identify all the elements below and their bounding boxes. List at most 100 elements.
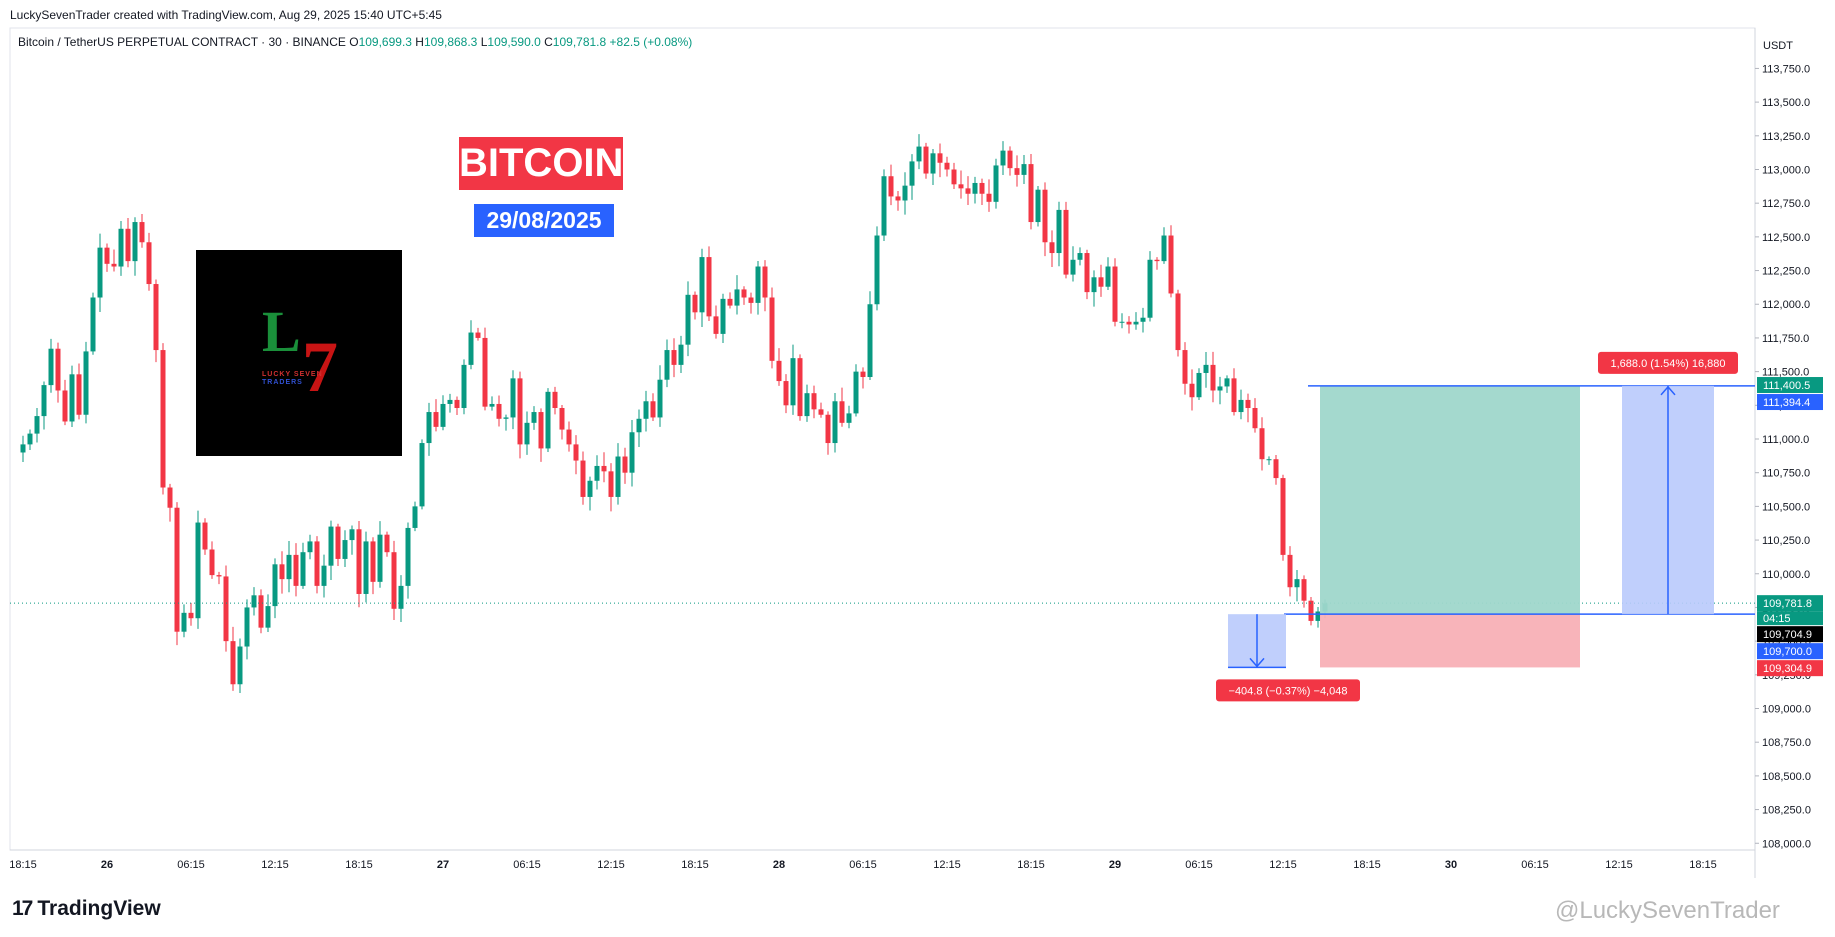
time-tick-label: 18:15 <box>1689 859 1717 871</box>
candle-body <box>1245 399 1251 409</box>
time-tick-label: 28 <box>773 859 785 871</box>
candle-body <box>1077 253 1083 260</box>
candle-body <box>1168 235 1174 294</box>
price-tick-label: 110,500.0 <box>1762 501 1810 513</box>
close-label: C <box>544 35 553 49</box>
price-tick-label: 108,750.0 <box>1762 737 1811 749</box>
price-label: 109,704.9 <box>1763 629 1812 641</box>
candle-body <box>517 378 523 445</box>
high-label: H <box>415 35 424 49</box>
candle-body <box>769 297 775 361</box>
time-tick-label: 18:15 <box>345 859 373 871</box>
candle-body <box>1126 321 1132 325</box>
candle-body <box>139 222 145 243</box>
candle-body <box>888 176 894 197</box>
candle-body <box>790 358 796 406</box>
candle-body <box>748 297 754 303</box>
candle-body <box>265 606 271 628</box>
candle-body <box>930 153 936 174</box>
time-tick-label: 18:15 <box>1017 859 1045 871</box>
candle-body <box>391 552 397 609</box>
candle-body <box>608 471 614 497</box>
candle-body <box>1161 235 1167 262</box>
open-value: 109,699.3 <box>358 35 412 49</box>
candle-body <box>1154 259 1160 262</box>
candle-body <box>279 564 285 580</box>
candle-body <box>923 146 929 174</box>
candle-body <box>510 378 516 418</box>
price-tick-label: 112,500.0 <box>1762 232 1810 244</box>
candle-body <box>1147 259 1153 318</box>
candle-body <box>993 165 999 202</box>
candle-body <box>580 460 586 497</box>
candle-body <box>1056 209 1062 254</box>
candle-body <box>104 247 110 264</box>
tradingview-mark-icon: 17 <box>12 897 33 920</box>
time-tick-label: 29 <box>1109 859 1121 871</box>
candle-body <box>132 222 138 262</box>
candle-body <box>55 348 61 391</box>
candle-body <box>972 182 978 194</box>
candle-body <box>951 169 957 185</box>
long-position-loss-zone <box>1320 614 1580 668</box>
price-tick-label: 113,750.0 <box>1762 63 1810 75</box>
price-tick-label: 113,000.0 <box>1762 164 1810 176</box>
low-label: L <box>480 35 488 49</box>
candle-body <box>454 399 460 409</box>
price-label: 111,394.4 <box>1763 397 1810 409</box>
candle-body <box>20 444 26 453</box>
candle-body <box>1084 253 1090 293</box>
candle-body <box>146 242 152 285</box>
candle-body <box>685 294 691 345</box>
candle-body <box>216 575 222 577</box>
candle-body <box>468 332 474 365</box>
candle-body <box>1175 293 1181 351</box>
candle-body <box>1133 321 1139 325</box>
candle-body <box>783 381 789 406</box>
candle-body <box>860 371 866 378</box>
time-tick-label: 30 <box>1445 859 1457 871</box>
price-tick-label: 112,250.0 <box>1762 266 1810 278</box>
currency-label: USDT <box>1763 40 1793 52</box>
candle-body <box>1196 372 1202 398</box>
candle-body <box>1231 378 1237 413</box>
candle-body <box>1049 242 1055 254</box>
candle-body <box>615 456 621 497</box>
logo-digit-7: 7 <box>302 327 338 407</box>
candle-body <box>902 185 908 201</box>
candle-body <box>678 344 684 365</box>
candle-body <box>1315 611 1321 621</box>
candle-body <box>601 465 607 472</box>
candle-body <box>412 506 418 528</box>
candle-body <box>699 257 705 313</box>
candle-body <box>594 465 600 481</box>
candle-body <box>979 182 985 194</box>
candle-body <box>1070 259 1076 275</box>
logo-brand-line1: LUCKY SEVEN <box>262 371 323 378</box>
price-tick-label: 113,500.0 <box>1762 97 1810 109</box>
price-tick-label: 110,000.0 <box>1762 569 1810 581</box>
time-tick-label: 12:15 <box>597 859 625 871</box>
title-banner: BITCOIN <box>459 137 623 190</box>
candle-body <box>1252 408 1258 429</box>
candle-body <box>426 412 432 444</box>
long-position-profit-zone <box>1320 385 1580 615</box>
time-tick-label: 06:15 <box>1521 859 1549 871</box>
candle-body <box>1238 399 1244 413</box>
candle-body <box>1266 459 1272 461</box>
time-tick-label: 06:15 <box>849 859 877 871</box>
candle-body <box>328 526 334 566</box>
candle-body <box>314 541 320 586</box>
candle-body <box>622 456 628 473</box>
price-label-bg <box>1757 595 1823 612</box>
time-tick-label: 12:15 <box>933 859 961 871</box>
tradingview-logo[interactable]: 17 TradingView <box>12 897 161 921</box>
candle-body <box>482 337 488 407</box>
time-tick-label: 12:15 <box>261 859 289 871</box>
candle-body <box>776 360 782 382</box>
candle-body <box>335 526 341 559</box>
candle-body <box>545 391 551 449</box>
open-label: O <box>349 35 359 49</box>
candle-body <box>237 646 243 685</box>
